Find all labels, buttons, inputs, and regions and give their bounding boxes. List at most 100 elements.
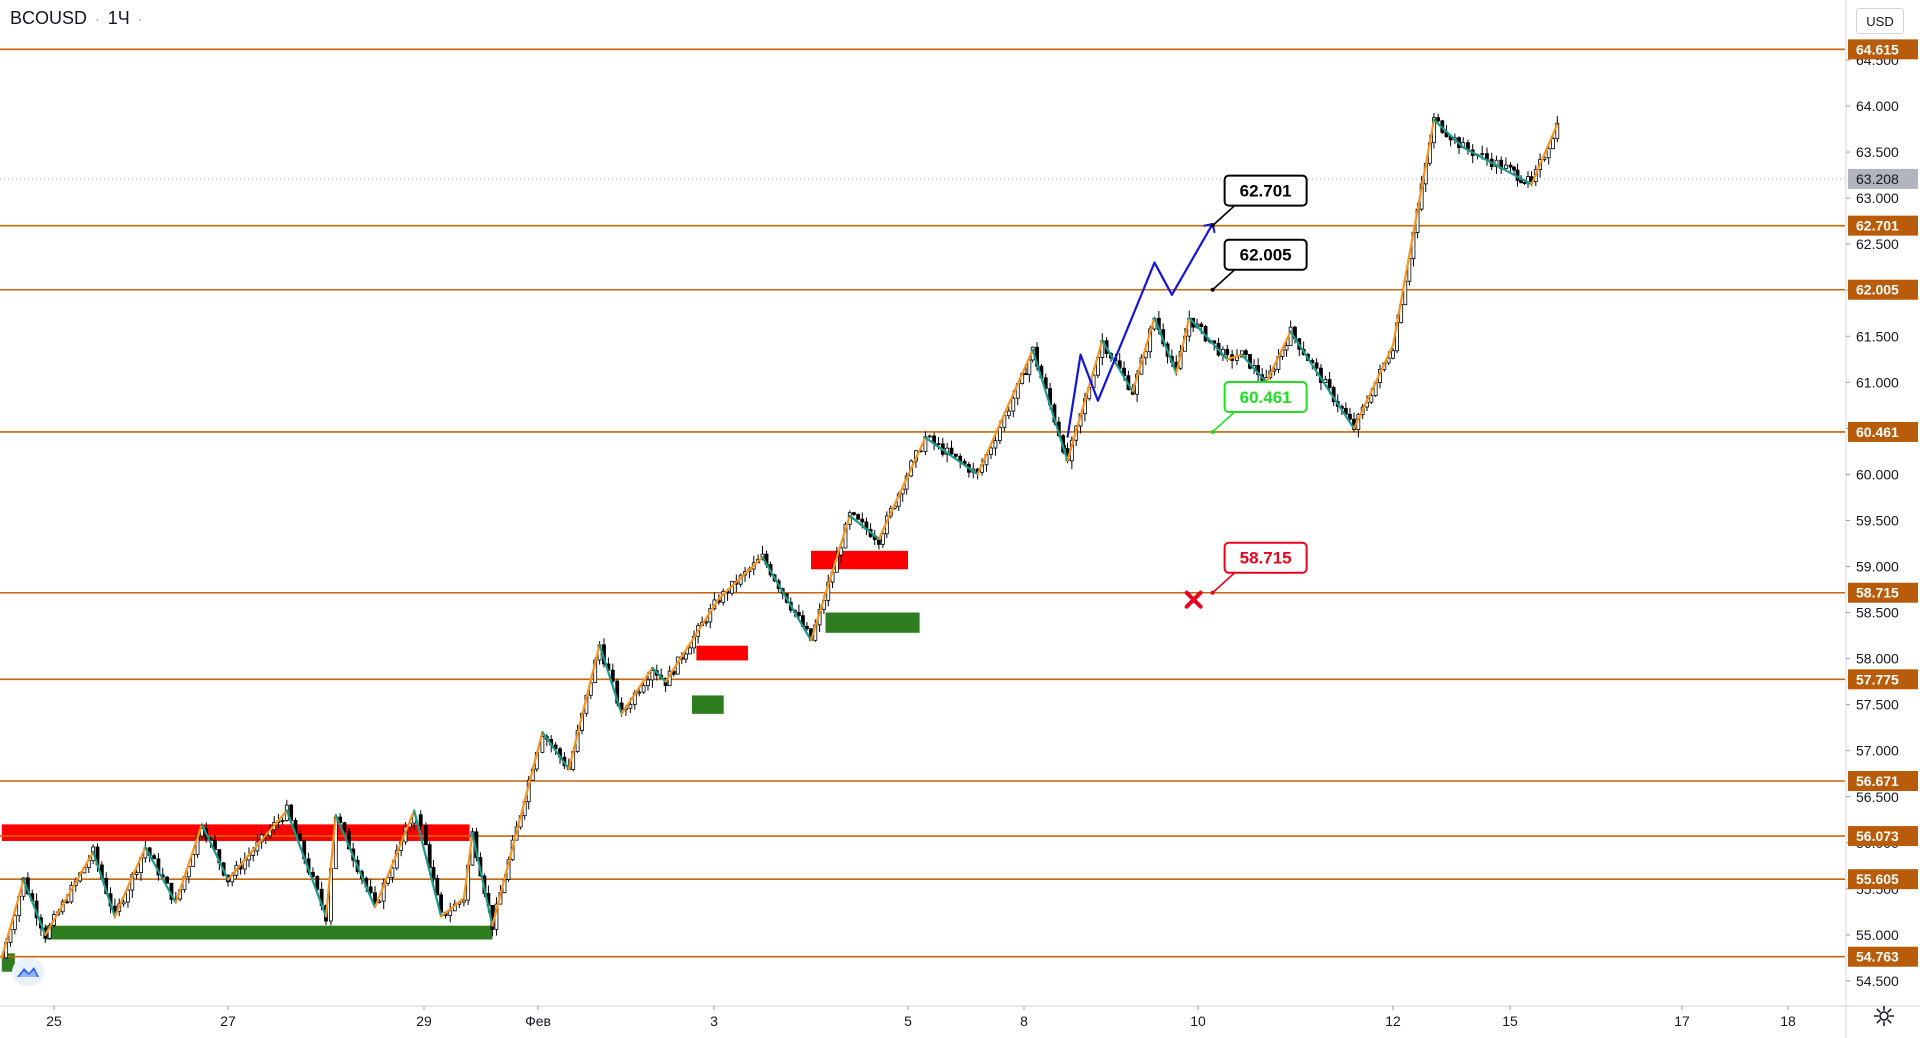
candle-body bbox=[126, 889, 130, 903]
zigzag-segment-39 bbox=[1226, 353, 1243, 361]
candle-body bbox=[1504, 164, 1508, 170]
zigzag-segment-44 bbox=[1352, 344, 1395, 430]
candle-body bbox=[936, 443, 941, 445]
level-tag-label-6: 56.671 bbox=[1856, 773, 1899, 789]
price-tick-label-11: 60.000 bbox=[1856, 466, 1899, 482]
price-tick-label-5: 57.000 bbox=[1856, 743, 1899, 759]
zigzag-segment-34 bbox=[1101, 339, 1134, 393]
level-tag-label-4: 58.715 bbox=[1856, 585, 1899, 601]
tradingview-logo-icon[interactable] bbox=[12, 958, 44, 986]
zigzag-segment-41 bbox=[1265, 330, 1292, 384]
current-price-tag-label: 63.208 bbox=[1856, 171, 1899, 187]
candle-body bbox=[368, 886, 373, 894]
price-tick-label-16: 62.500 bbox=[1856, 236, 1899, 252]
zone-demand-6 bbox=[825, 612, 920, 633]
candle-body bbox=[1551, 138, 1555, 150]
zigzag-segment-21 bbox=[620, 666, 654, 715]
candle-body bbox=[989, 447, 993, 455]
price-tick-label-19: 64.000 bbox=[1856, 98, 1899, 114]
price-tick-label-7: 58.000 bbox=[1856, 651, 1899, 667]
level-tag-8 bbox=[1848, 869, 1918, 890]
candle-body bbox=[637, 691, 642, 694]
level-tag-label-1: 62.701 bbox=[1856, 218, 1899, 234]
zigzag-segment-47 bbox=[1462, 146, 1533, 186]
target-label-2: 60.461 bbox=[1240, 388, 1292, 407]
level-tag-label-0: 64.615 bbox=[1856, 41, 1899, 57]
target-pointer-3 bbox=[1212, 572, 1236, 594]
target-box-1 bbox=[1223, 238, 1308, 271]
current-price-tag bbox=[1848, 168, 1918, 189]
price-tick-label-18: 63.500 bbox=[1856, 144, 1899, 160]
zigzag-segment-18 bbox=[541, 731, 570, 771]
level-tag-0 bbox=[1848, 39, 1918, 60]
level-tag-3 bbox=[1848, 421, 1918, 442]
candle-body bbox=[628, 703, 633, 709]
candle-body bbox=[431, 867, 436, 879]
candle-body bbox=[390, 867, 395, 878]
zigzag-segment-48 bbox=[1530, 123, 1559, 186]
zone-supply-5 bbox=[811, 550, 908, 570]
zone-supply-0 bbox=[1, 824, 470, 841]
candle-body bbox=[805, 625, 809, 630]
candle-body bbox=[650, 670, 655, 681]
time-tick-label-2: 29 bbox=[416, 1013, 432, 1029]
zigzag-segment-7 bbox=[200, 823, 230, 881]
target-box-2 bbox=[1223, 380, 1308, 413]
candle-body bbox=[949, 447, 954, 455]
zigzag-segment-1 bbox=[22, 878, 47, 937]
target-pointer-0 bbox=[1212, 205, 1236, 227]
candle-body bbox=[1546, 148, 1551, 159]
zigzag-segment-38 bbox=[1188, 316, 1229, 361]
candle-body bbox=[315, 876, 320, 890]
candle-body bbox=[1024, 373, 1028, 375]
target-anchor-2 bbox=[1210, 429, 1215, 434]
gear-icon[interactable] bbox=[1870, 1002, 1898, 1030]
separator-dot-2: · bbox=[137, 10, 143, 27]
logo-mark-icon bbox=[17, 967, 39, 977]
candle-body bbox=[646, 679, 650, 686]
zigzag-segment-16 bbox=[471, 832, 494, 927]
zigzag-segment-2 bbox=[44, 850, 95, 937]
target-anchor-1 bbox=[1210, 287, 1215, 292]
price-tick-label-1: 55.000 bbox=[1856, 927, 1899, 943]
target-pointer-2 bbox=[1212, 411, 1236, 433]
zigzag-segment-10 bbox=[324, 814, 337, 918]
level-tag-label-5: 57.775 bbox=[1856, 671, 1899, 687]
time-tick-label-1: 27 bbox=[220, 1013, 236, 1029]
level-tag-9 bbox=[1848, 946, 1918, 967]
candle-body bbox=[448, 910, 453, 917]
candle-body bbox=[1327, 379, 1332, 388]
zigzag-segment-14 bbox=[440, 896, 465, 918]
currency-button[interactable]: USD bbox=[1856, 8, 1904, 34]
symbol-header[interactable]: BCOUSD · 1Ч · bbox=[10, 8, 142, 29]
candle-body bbox=[610, 669, 615, 682]
zigzag-segment-42 bbox=[1289, 330, 1331, 393]
candle-body bbox=[993, 440, 998, 449]
price-tick-label-4: 56.500 bbox=[1856, 789, 1899, 805]
interval-label: 1Ч bbox=[107, 8, 130, 28]
time-tick-label-5: 5 bbox=[904, 1013, 912, 1029]
zigzag-segment-37 bbox=[1175, 316, 1191, 375]
zigzag-segment-6 bbox=[174, 823, 203, 904]
target-pointer-1 bbox=[1212, 269, 1236, 291]
zigzag-segment-11 bbox=[334, 814, 377, 909]
candle-body bbox=[796, 612, 801, 617]
candle-body bbox=[1519, 180, 1523, 183]
candle-body bbox=[1485, 153, 1489, 160]
candle-body bbox=[927, 435, 932, 438]
candle-body bbox=[860, 518, 865, 523]
zigzag-segment-36 bbox=[1153, 316, 1178, 375]
price-tick-label-10: 59.500 bbox=[1856, 512, 1899, 528]
zigzag-segment-15 bbox=[462, 832, 474, 900]
candle-body bbox=[1369, 395, 1374, 403]
candle-body bbox=[684, 653, 688, 660]
time-tick-label-0: 25 bbox=[46, 1013, 62, 1029]
candle-body bbox=[65, 901, 69, 904]
candle-body bbox=[373, 892, 377, 903]
candle-body bbox=[1006, 410, 1011, 417]
zigzag-segment-27 bbox=[848, 514, 881, 540]
candle-body bbox=[342, 822, 347, 832]
